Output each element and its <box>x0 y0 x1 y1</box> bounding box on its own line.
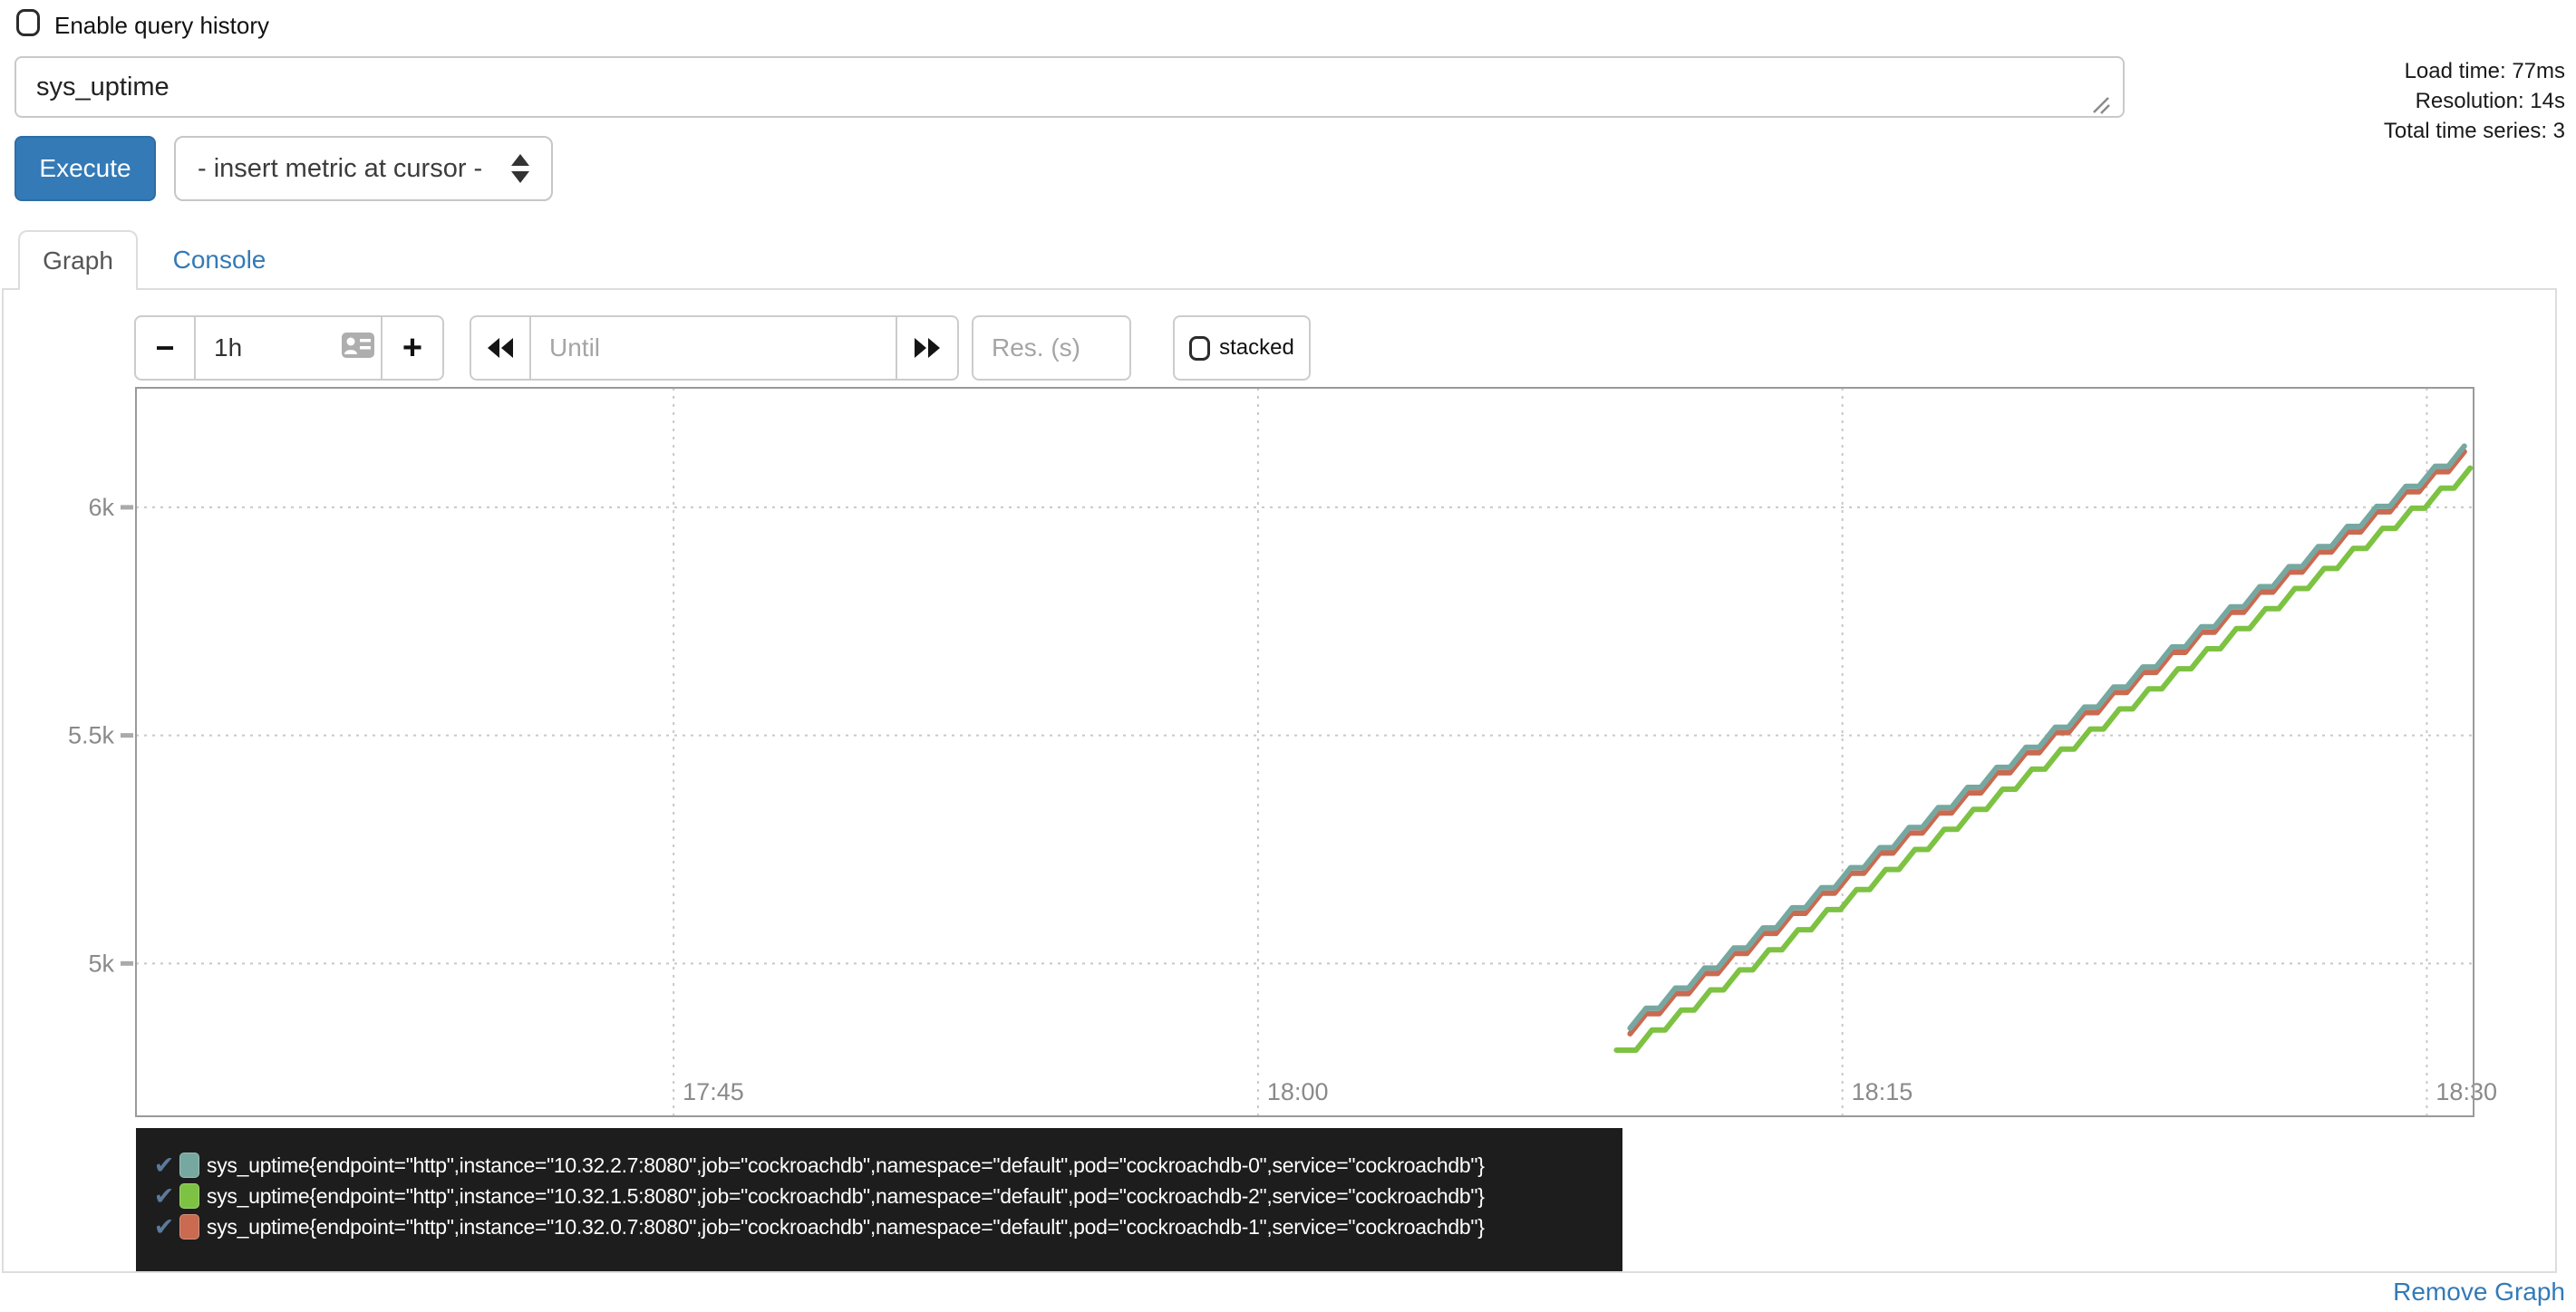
execute-button[interactable]: Execute <box>15 136 156 201</box>
legend-series-label: sys_uptime{endpoint="http",instance="10.… <box>207 1214 1485 1239</box>
tab-graph[interactable]: Graph <box>18 230 138 290</box>
total-series-stat: Total time series: 3 <box>2383 119 2565 143</box>
fast-forward-icon <box>915 338 940 358</box>
tab-console-label: Console <box>172 246 266 274</box>
enable-query-history-label: Enable query history <box>54 12 270 39</box>
legend-row[interactable]: ✔ sys_uptime{endpoint="http",instance="1… <box>149 1211 1622 1242</box>
legend-series-label: sys_uptime{endpoint="http",instance="10.… <box>207 1153 1485 1177</box>
increase-range-button[interactable]: + <box>381 315 444 381</box>
plus-icon: + <box>402 328 423 367</box>
svg-text:18:15: 18:15 <box>1852 1078 1913 1105</box>
svg-text:18:30: 18:30 <box>2436 1078 2497 1105</box>
svg-text:17:45: 17:45 <box>683 1078 744 1105</box>
svg-text:18:00: 18:00 <box>1267 1078 1329 1105</box>
remove-graph-link[interactable]: Remove Graph <box>2393 1278 2565 1306</box>
shift-forward-button[interactable] <box>896 315 959 381</box>
tab-graph-label: Graph <box>43 246 113 275</box>
legend-check-icon: ✔ <box>153 1212 175 1240</box>
shift-back-button[interactable] <box>470 315 531 381</box>
decrease-range-button[interactable]: − <box>134 315 196 381</box>
legend-check-icon: ✔ <box>153 1151 175 1179</box>
resolution-stat: Resolution: 14s <box>2415 89 2565 113</box>
resolution-input[interactable] <box>972 315 1131 381</box>
rewind-icon <box>488 338 513 358</box>
svg-text:5k: 5k <box>88 950 114 977</box>
graph-canvas[interactable]: 5k 5.5k 6k 17:45 18:00 18:15 18:30 <box>36 375 2502 1127</box>
legend-series-label: sys_uptime{endpoint="http",instance="10.… <box>207 1183 1485 1208</box>
legend-swatch-icon <box>179 1153 199 1178</box>
legend-row[interactable]: ✔ sys_uptime{endpoint="http",instance="1… <box>149 1181 1622 1211</box>
stacked-toggle[interactable]: stacked <box>1173 315 1311 381</box>
graph-legend: ✔ sys_uptime{endpoint="http",instance="1… <box>136 1128 1622 1271</box>
insert-metric-select[interactable]: - insert metric at cursor - <box>174 136 553 201</box>
legend-row[interactable]: ✔ sys_uptime{endpoint="http",instance="1… <box>149 1150 1622 1181</box>
tab-console[interactable]: Console <box>156 230 283 290</box>
query-expression-input[interactable]: sys_uptime <box>15 56 2125 118</box>
legend-swatch-icon <box>179 1214 199 1240</box>
until-input[interactable] <box>529 315 897 381</box>
select-arrows-icon <box>511 154 529 183</box>
legend-check-icon: ✔ <box>153 1182 175 1210</box>
load-time-stat: Load time: 77ms <box>2404 59 2565 83</box>
enable-query-history-checkbox[interactable] <box>16 9 40 36</box>
svg-text:5.5k: 5.5k <box>68 722 115 749</box>
insert-metric-select-value: - insert metric at cursor - <box>198 153 483 183</box>
stacked-checkbox <box>1189 335 1211 361</box>
stacked-label: stacked <box>1219 335 1294 360</box>
autofill-contact-icon[interactable] <box>341 332 375 359</box>
query-stats: Load time: 77ms Resolution: 14s Total ti… <box>2384 56 2565 146</box>
legend-swatch-icon <box>179 1183 199 1209</box>
resize-grip-icon[interactable] <box>2090 94 2112 116</box>
svg-text:6k: 6k <box>88 494 114 521</box>
minus-icon: − <box>155 329 175 366</box>
